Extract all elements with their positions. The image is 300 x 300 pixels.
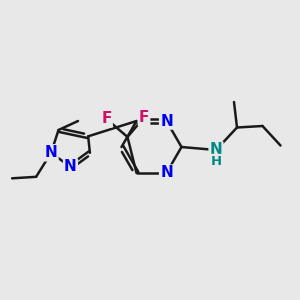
Text: F: F (101, 112, 112, 127)
Text: N: N (45, 145, 58, 160)
Text: N: N (64, 159, 77, 174)
Text: F: F (139, 110, 149, 125)
Text: N: N (210, 142, 222, 158)
Text: H: H (211, 155, 222, 168)
Text: N: N (160, 166, 173, 181)
Text: N: N (160, 113, 173, 128)
